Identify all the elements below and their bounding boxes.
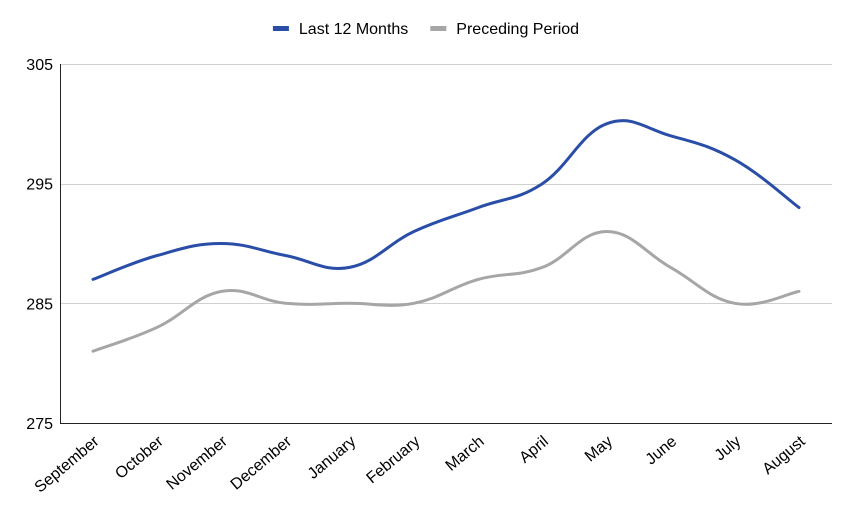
series-line bbox=[91, 230, 801, 353]
legend-swatch bbox=[272, 26, 289, 31]
y-tick-label: 305 bbox=[26, 57, 53, 74]
x-tick-label: June bbox=[643, 433, 681, 468]
y-axis-ticks: 275 285 295 305 bbox=[26, 57, 53, 433]
x-tick-label: December bbox=[228, 433, 296, 494]
x-tick-label: September bbox=[32, 433, 103, 497]
gridlines bbox=[60, 64, 832, 424]
legend-item: Last 12 Months bbox=[272, 21, 408, 38]
legend: Last 12 Months Preceding Period bbox=[272, 21, 579, 38]
x-tick-label: March bbox=[443, 433, 488, 475]
y-tick-label: 295 bbox=[26, 177, 53, 194]
x-tick-label: January bbox=[305, 433, 360, 483]
legend-swatch bbox=[430, 26, 447, 31]
y-tick-label: 275 bbox=[26, 416, 53, 433]
x-tick-label: July bbox=[712, 433, 745, 464]
x-tick-label: May bbox=[582, 433, 616, 465]
legend-label: Last 12 Months bbox=[299, 21, 408, 38]
y-tick-label: 285 bbox=[26, 296, 53, 313]
series-line bbox=[91, 119, 801, 281]
x-tick-label: August bbox=[759, 433, 809, 478]
axes bbox=[60, 64, 832, 424]
x-tick-label: February bbox=[364, 433, 424, 487]
series-lines bbox=[91, 119, 801, 353]
x-tick-label: October bbox=[112, 433, 167, 483]
x-tick-label: April bbox=[516, 433, 551, 467]
legend-label: Preceding Period bbox=[456, 21, 579, 38]
legend-item: Preceding Period bbox=[430, 21, 579, 38]
x-tick-label: November bbox=[163, 433, 231, 494]
